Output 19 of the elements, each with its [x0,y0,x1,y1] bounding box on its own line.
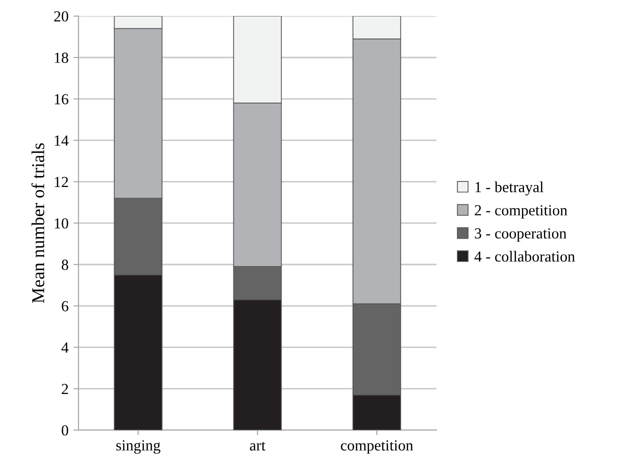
x-tick-label: singing [116,440,160,454]
y-tick-label: 20 [54,11,68,22]
legend-label: 1 - betrayal [476,182,544,196]
y-tick-label: 14 [54,136,69,146]
y-axis-title: Mean number of trials [31,143,44,304]
y-tick-label: 18 [54,52,68,63]
y-tick-label: 2 [62,384,68,394]
x-tick-label: competition [340,440,414,454]
y-tick-label: 10 [54,218,68,229]
legend-label: 2 - competition [474,205,568,219]
y-tick-label: 6 [62,301,68,312]
y-tick-label: 0 [62,425,68,436]
y-tick-label: 4 [61,342,69,353]
legend-label: 4 - collaboration [474,250,575,262]
x-tick-label: art [250,442,266,451]
legend-label: 3 - cooperation [474,228,566,242]
y-tick-label: 8 [62,260,68,270]
y-tick-label: 16 [54,94,68,104]
y-tick-label: 12 [54,176,68,187]
